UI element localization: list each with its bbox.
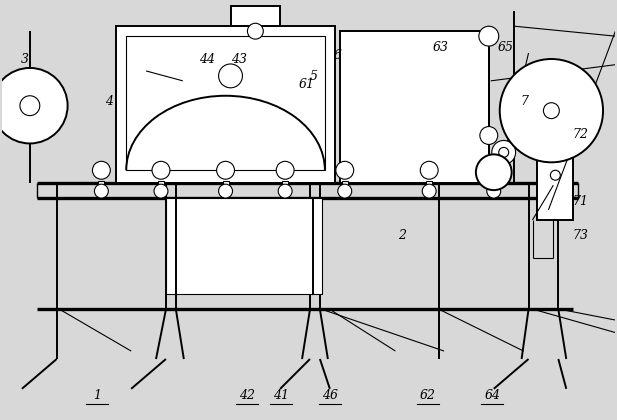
Text: 7: 7 (520, 95, 528, 108)
Text: 5: 5 (309, 70, 317, 83)
Bar (484, 129, 494, 140)
Text: 2: 2 (398, 228, 405, 241)
Circle shape (422, 184, 436, 198)
Bar (547, 123, 562, 145)
Text: 64: 64 (484, 389, 500, 402)
Text: 44: 44 (199, 53, 215, 66)
Bar (98, 181, 104, 187)
Circle shape (218, 64, 242, 88)
Bar (231, 6, 280, 26)
Circle shape (492, 140, 516, 164)
Text: 6: 6 (334, 49, 342, 62)
Text: 3: 3 (22, 53, 30, 66)
Text: 1: 1 (93, 389, 101, 402)
Circle shape (0, 68, 68, 144)
Circle shape (93, 161, 110, 179)
Circle shape (20, 96, 39, 116)
Text: 41: 41 (273, 389, 289, 402)
Text: 72: 72 (573, 129, 589, 142)
Circle shape (218, 184, 233, 198)
Text: 42: 42 (239, 389, 255, 402)
Circle shape (337, 184, 352, 198)
Bar (24, 99, 36, 113)
Circle shape (154, 184, 168, 198)
Text: 4: 4 (106, 95, 114, 108)
Bar (340, 31, 489, 183)
Text: 46: 46 (322, 389, 338, 402)
Bar (491, 181, 497, 187)
Bar (116, 26, 335, 183)
Bar (342, 181, 348, 187)
Circle shape (420, 161, 438, 179)
Bar (499, 147, 508, 158)
Circle shape (336, 161, 354, 179)
Circle shape (278, 184, 292, 198)
Circle shape (152, 161, 170, 179)
Text: 43: 43 (231, 53, 247, 66)
Bar (537, 91, 573, 220)
Circle shape (500, 59, 603, 162)
Circle shape (485, 161, 503, 179)
Circle shape (479, 26, 499, 46)
Circle shape (276, 161, 294, 179)
Circle shape (217, 161, 234, 179)
Text: 71: 71 (573, 195, 589, 208)
Text: 62: 62 (420, 389, 436, 402)
Bar (126, 36, 325, 170)
Bar (166, 198, 322, 294)
Bar (158, 181, 164, 187)
Bar (223, 181, 228, 187)
Circle shape (480, 126, 498, 144)
Text: 61: 61 (299, 79, 315, 91)
Text: 63: 63 (433, 41, 449, 54)
Circle shape (544, 103, 560, 118)
Circle shape (94, 184, 109, 198)
Text: 73: 73 (573, 228, 589, 241)
Circle shape (247, 23, 263, 39)
Circle shape (487, 184, 501, 198)
Bar (545, 103, 557, 118)
Bar (426, 181, 432, 187)
Circle shape (476, 155, 511, 190)
Circle shape (499, 147, 508, 158)
Text: 65: 65 (498, 41, 514, 54)
Bar (282, 181, 288, 187)
